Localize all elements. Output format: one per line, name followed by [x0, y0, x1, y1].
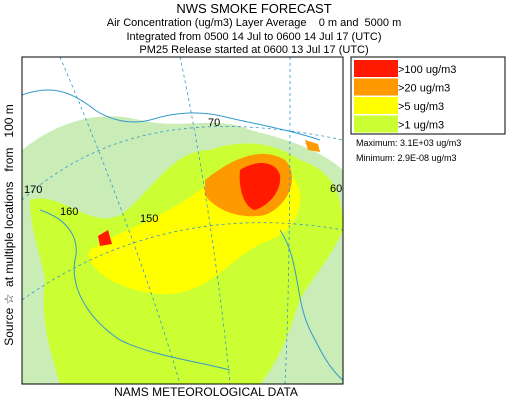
title: NWS SMOKE FORECAST	[176, 1, 331, 16]
legend: >100 ug/m3 >20 ug/m3 >5 ug/m3 >1 ug/m3	[354, 60, 456, 133]
subtitle: Integrated from 0500 14 Jul to 0600 14 J…	[127, 31, 382, 43]
legend-label: >20 ug/m3	[398, 83, 450, 95]
map: 170 160 150 70 60	[22, 57, 343, 384]
grid-label: 160	[60, 206, 78, 218]
grid-label: 60	[330, 183, 342, 195]
side-label: Source ☆ at multiple locations from 100 …	[2, 104, 16, 346]
legend-label: >1 ug/m3	[398, 120, 444, 132]
legend-swatch	[354, 115, 398, 133]
legend-label: >100 ug/m3	[398, 64, 456, 76]
subtitle: PM25 Release started at 0600 13 Jul 17 (…	[139, 44, 368, 56]
grid-label: 150	[140, 213, 158, 225]
legend-swatch	[354, 97, 398, 114]
legend-swatch	[354, 78, 398, 96]
grid-label: 170	[24, 184, 42, 196]
maximum: Maximum: 3.1E+03 ug/m3	[356, 138, 461, 148]
grid-label: 70	[208, 117, 220, 129]
minimum: Minimum: 2.9E-08 ug/m3	[356, 153, 457, 163]
legend-frame	[350, 56, 506, 135]
legend-label: >5 ug/m3	[398, 101, 444, 113]
map-frame	[21, 56, 344, 385]
subtitle: Air Concentration (ug/m3) Layer Average …	[107, 17, 402, 29]
footer: NAMS METEOROLOGICAL DATA	[114, 385, 298, 399]
legend-swatch	[354, 60, 398, 77]
